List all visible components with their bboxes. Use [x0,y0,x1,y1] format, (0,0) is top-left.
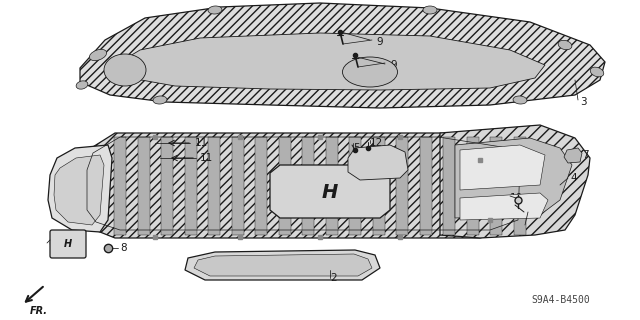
Polygon shape [54,155,104,225]
Polygon shape [185,250,380,280]
Ellipse shape [208,6,222,14]
Text: 4: 4 [570,173,577,183]
Bar [138,137,150,235]
Text: FR.: FR. [30,306,48,316]
Ellipse shape [590,67,604,77]
Polygon shape [348,145,408,180]
Polygon shape [460,193,548,220]
Bar [467,137,479,235]
Text: 1: 1 [530,207,536,217]
Polygon shape [455,138,572,218]
Polygon shape [80,3,605,108]
Ellipse shape [423,6,437,14]
Bar [326,137,338,235]
Polygon shape [194,254,372,276]
Polygon shape [564,148,582,163]
Ellipse shape [104,54,146,86]
Text: 7: 7 [582,150,589,160]
Bar [396,137,408,235]
Bar [161,137,173,235]
Bar [373,137,385,235]
FancyBboxPatch shape [50,230,86,258]
Text: 9: 9 [390,60,397,70]
Ellipse shape [76,81,88,89]
Text: 11: 11 [195,138,208,148]
Bar [444,137,456,235]
Text: 9: 9 [376,37,383,47]
Ellipse shape [90,49,107,60]
Text: 6: 6 [48,239,54,249]
Ellipse shape [558,40,572,50]
Bar [349,137,362,235]
Ellipse shape [153,96,167,104]
Text: 3: 3 [580,97,587,107]
Ellipse shape [513,96,527,104]
Bar [232,137,244,235]
Polygon shape [460,145,545,190]
Text: 11: 11 [200,153,213,163]
Text: H: H [322,182,338,202]
Bar [420,137,432,235]
Polygon shape [440,125,590,238]
Text: 8: 8 [120,243,127,253]
Bar [302,137,314,235]
Polygon shape [115,33,545,90]
Polygon shape [270,165,390,218]
Text: S9A4-B4500: S9A4-B4500 [531,295,590,305]
Text: H: H [64,239,72,249]
Bar [514,137,526,235]
Text: 10: 10 [510,193,523,203]
Text: 12: 12 [370,138,383,148]
Bar [114,137,126,235]
Polygon shape [48,145,112,232]
Text: 5: 5 [353,143,360,153]
Polygon shape [80,133,530,238]
Text: 2: 2 [330,273,337,283]
Bar [184,137,196,235]
Bar [255,137,267,235]
Bar [278,137,291,235]
Ellipse shape [342,57,397,87]
Bar [208,137,220,235]
Bar [490,137,502,235]
